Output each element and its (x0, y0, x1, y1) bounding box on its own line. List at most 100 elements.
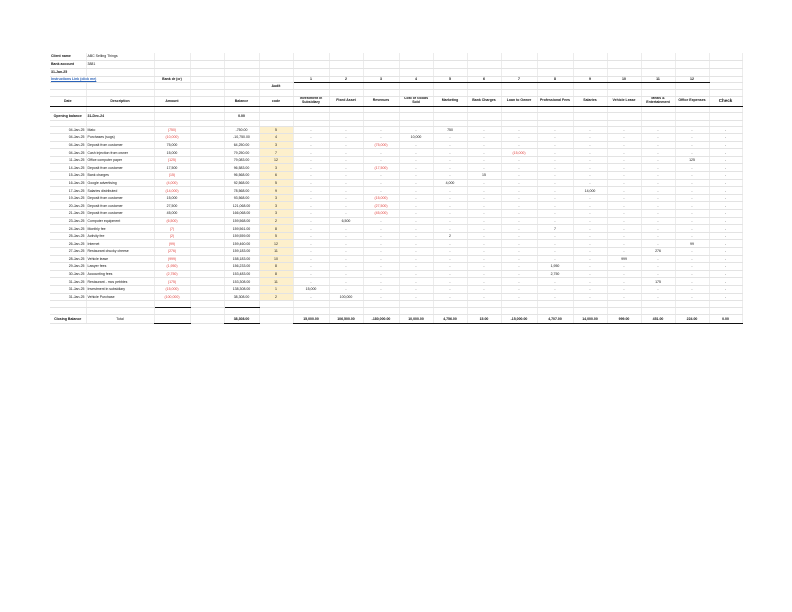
row-amount[interactable]: 17,500 (154, 163, 191, 173)
row-check: - (709, 201, 743, 211)
row-date[interactable]: 23-Jan-25 (50, 217, 87, 226)
row-code[interactable]: 8 (259, 262, 294, 271)
row-code[interactable]: 6 (259, 171, 294, 180)
row-description[interactable]: Accounting fees (86, 270, 155, 279)
row-code[interactable]: 3 (259, 201, 294, 211)
row-amount[interactable]: (100,000) (154, 293, 191, 302)
row-date[interactable]: 17-Jan-25 (50, 186, 87, 195)
row-code[interactable]: 11 (259, 247, 294, 256)
row-description[interactable]: Purchases (sugs) (86, 133, 155, 142)
row-date[interactable]: 04-Jan-25 (50, 141, 87, 150)
row-code[interactable]: 8 (259, 224, 294, 233)
row-date[interactable]: 25-Jan-25 (50, 232, 87, 241)
row-description[interactable]: Salaries distributed (86, 186, 155, 195)
row-date[interactable]: 04-Jan-25 (50, 126, 87, 135)
row-amount[interactable]: 45,000 (154, 209, 191, 218)
row-code[interactable]: 12 (259, 239, 294, 248)
row-amount[interactable]: (125) (154, 156, 191, 165)
row-description[interactable]: Office computer paper (86, 156, 155, 165)
row-description[interactable]: Deposit from customer (86, 141, 155, 150)
row-description[interactable]: Activity fee (86, 232, 155, 241)
row-amount[interactable]: 15,000 (154, 148, 191, 157)
row-description[interactable]: Deposit from customer (86, 194, 155, 203)
client-name-value[interactable]: ABC Selling Things (86, 53, 155, 61)
row-date[interactable]: 30-Jan-25 (50, 270, 87, 279)
row-amount[interactable]: (7) (154, 224, 191, 233)
row-description[interactable]: Deposit from customer (86, 201, 155, 211)
row-date[interactable]: 04-Jan-25 (50, 133, 87, 142)
row-code[interactable]: 3 (259, 163, 294, 173)
row-description[interactable]: Internet (86, 239, 155, 248)
row-amount[interactable]: (999) (154, 255, 191, 264)
row-description[interactable]: Bank charges (86, 171, 155, 180)
row-date[interactable]: 16-Jan-25 (50, 179, 87, 188)
row-code[interactable]: 9 (259, 186, 294, 195)
row-category-cell: 125 (675, 156, 710, 165)
row-date[interactable]: 15-Jan-25 (50, 171, 87, 180)
row-code[interactable]: 3 (259, 209, 294, 218)
row-code[interactable]: 5 (259, 179, 294, 188)
row-date[interactable]: 11-Jan-25 (50, 156, 87, 165)
row-amount[interactable]: (175) (154, 277, 191, 286)
row-date[interactable]: 31-Jan-25 (50, 293, 87, 302)
row-amount[interactable]: 27,500 (154, 201, 191, 211)
row-code[interactable]: 5 (259, 232, 294, 241)
row-date[interactable]: 29-Jan-25 (50, 262, 87, 271)
row-date[interactable]: 21-Jan-25 (50, 209, 87, 218)
row-date[interactable]: 31-Jan-25 (50, 277, 87, 286)
row-amount[interactable]: 15,000 (154, 194, 191, 203)
row-date[interactable]: 19-Jan-25 (50, 194, 87, 203)
row-date[interactable]: 04-Jan-25 (50, 148, 87, 157)
row-description[interactable]: Restaurant chucky cheese (86, 247, 155, 256)
row-date[interactable]: 28-Jan-25 (50, 255, 87, 264)
row-date[interactable]: 31-Jan-25 (50, 285, 87, 294)
row-description[interactable]: Monthly fee (86, 224, 155, 233)
row-code[interactable]: 11 (259, 277, 294, 286)
row-date[interactable]: 27-Jan-25 (50, 247, 87, 256)
row-code[interactable]: 2 (259, 293, 294, 302)
row-category-cell: - (363, 133, 400, 142)
row-amount[interactable]: (4,000) (154, 179, 191, 188)
row-description[interactable]: Computer equipment (86, 217, 155, 226)
row-code[interactable]: 3 (259, 141, 294, 150)
row-code[interactable]: 10 (259, 255, 294, 264)
row-code[interactable]: 1 (259, 285, 294, 294)
row-amount[interactable]: (1,950) (154, 262, 191, 271)
row-description[interactable]: Restaurant - mcs pebbles (86, 277, 155, 286)
row-code[interactable]: 8 (259, 270, 294, 279)
row-code[interactable]: 2 (259, 217, 294, 226)
row-code[interactable]: 3 (259, 194, 294, 203)
row-amount[interactable]: (99) (154, 239, 191, 248)
row-description[interactable]: Google advertising (86, 179, 155, 188)
row-code[interactable]: 12 (259, 156, 294, 165)
row-date[interactable]: 26-Jan-25 (50, 239, 87, 248)
row-amount[interactable]: (10,000) (154, 133, 191, 142)
row-description[interactable]: Mato (86, 126, 155, 135)
row-amount[interactable]: (14,000) (154, 186, 191, 195)
row-code[interactable]: 4 (259, 133, 294, 142)
bank-account-value[interactable]: 3881 (86, 60, 155, 69)
row-date[interactable]: 24-Jan-25 (50, 224, 87, 233)
row-description[interactable]: Deposit from customer (86, 209, 155, 218)
row-date[interactable]: 20-Jan-25 (50, 201, 87, 211)
row-description[interactable]: Cash injection from owner (86, 148, 155, 157)
row-amount[interactable]: 75,000 (154, 141, 191, 150)
row-description[interactable]: Vehicle lease (86, 255, 155, 264)
row-amount[interactable]: (6,500) (154, 217, 191, 226)
row-code[interactable]: 7 (259, 148, 294, 157)
row-amount[interactable]: (750) (154, 126, 191, 135)
row-amount[interactable]: (15,000) (154, 285, 191, 294)
row-category-cell: - (537, 126, 574, 135)
row-description[interactable]: Vehicle Purchase (86, 293, 155, 302)
row-amount[interactable]: (15) (154, 171, 191, 180)
row-date[interactable]: 14-Jan-25 (50, 163, 87, 173)
row-description[interactable]: Deposit from customer (86, 163, 155, 173)
instructions-link[interactable]: Instructions Link (click me) (50, 76, 155, 83)
row-description[interactable]: Investment in subsidiary (86, 285, 155, 294)
row-description[interactable]: Lawyer fees (86, 262, 155, 271)
row-code[interactable]: 5 (259, 126, 294, 135)
row-amount[interactable]: (2) (154, 232, 191, 241)
row-balance: 153,308.00 (224, 277, 260, 286)
row-amount[interactable]: (2,750) (154, 270, 191, 279)
row-amount[interactable]: (276) (154, 247, 191, 256)
